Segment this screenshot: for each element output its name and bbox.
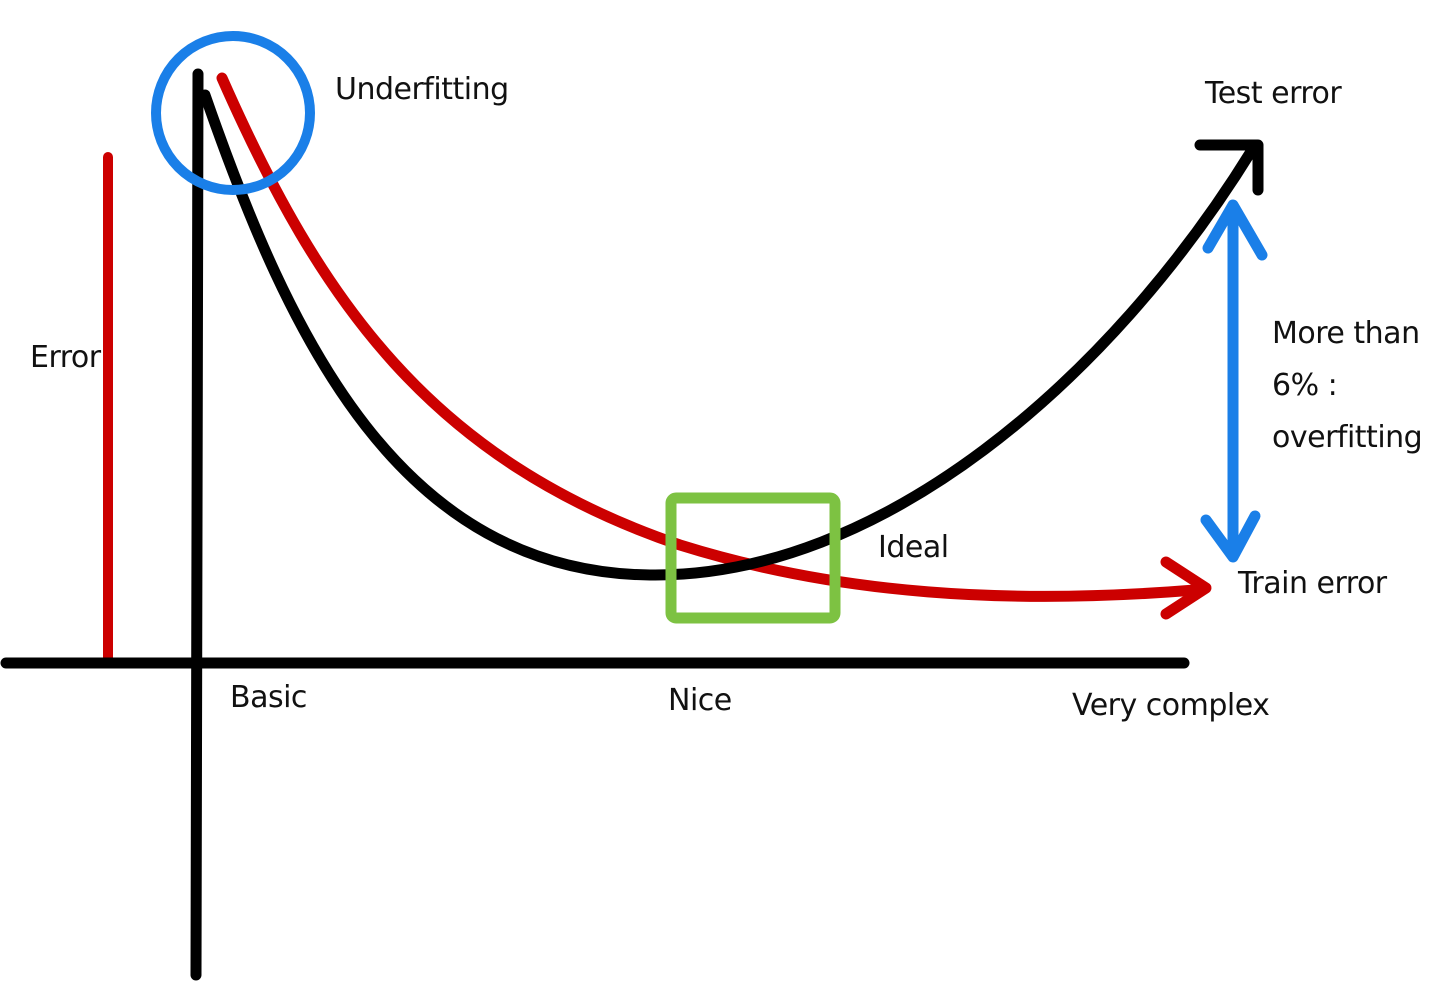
x-label-nice: Nice: [668, 683, 732, 718]
overfitting-arrow-top-head: [1202, 199, 1268, 261]
underfitting-circle: [151, 31, 315, 195]
overfitting-label-line2: 6% :: [1272, 368, 1338, 403]
underfitting-label: Underfitting: [335, 72, 509, 107]
error-axis-label: Error: [30, 340, 101, 375]
x-label-basic: Basic: [230, 680, 307, 715]
train-error-curve: [216, 72, 1201, 602]
y-axis: [190, 68, 204, 981]
overfitting-label-line3: overfitting: [1272, 420, 1423, 455]
ideal-label: Ideal: [878, 530, 949, 565]
train-error-label: Train error: [1238, 566, 1387, 601]
overfitting-label-line1: More than: [1272, 316, 1420, 351]
test-error-arrowhead: [1194, 139, 1264, 196]
x-label-very-complex: Very complex: [1072, 688, 1270, 723]
overfitting-label: More than 6% : overfitting: [1272, 308, 1442, 464]
test-error-curve: [199, 89, 1258, 581]
overfitting-arrow-bottom-head: [1200, 510, 1261, 563]
test-error-label: Test error: [1205, 76, 1342, 111]
train-error-arrowhead: [1160, 556, 1212, 620]
ideal-box: [665, 492, 841, 624]
